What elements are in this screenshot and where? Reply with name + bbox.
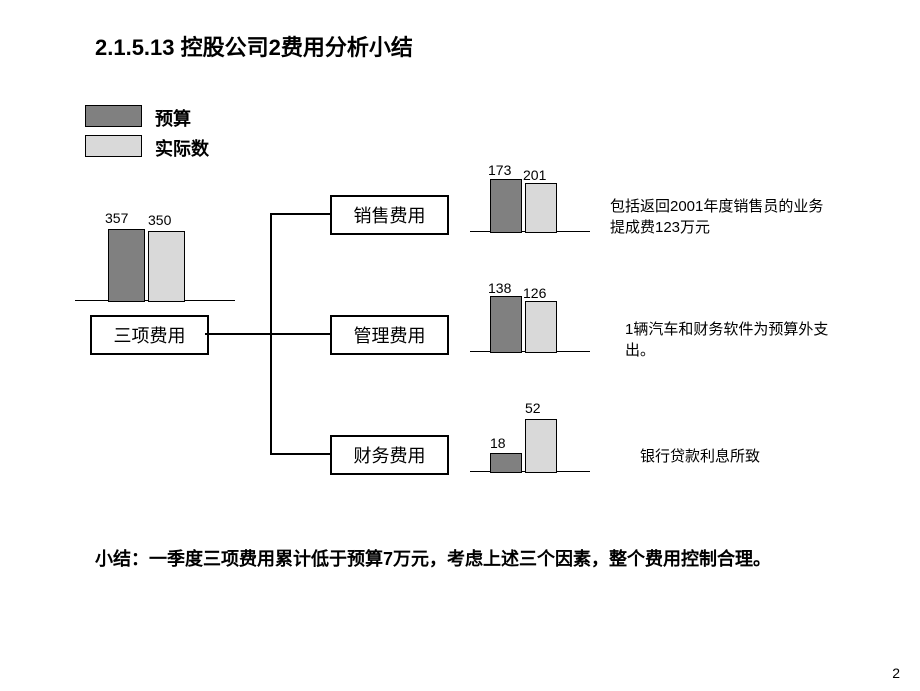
bar-value-label: 138	[488, 280, 511, 296]
bar-value-label: 173	[488, 162, 511, 178]
chart-bar	[490, 179, 522, 233]
bar-value-label: 357	[105, 210, 128, 226]
summary-text: 小结：一季度三项费用累计低于预算7万元，考虑上述三个因素，整个费用控制合理。	[95, 545, 771, 571]
legend-label-budget: 预算	[155, 105, 191, 131]
legend-label-actual: 实际数	[155, 135, 209, 161]
chart-bar	[525, 183, 557, 233]
legend-swatch-budget	[85, 105, 142, 127]
page-title: 2.1.5.13 控股公司2费用分析小结	[95, 30, 413, 62]
finance-note: 银行贷款利息所致	[640, 445, 860, 466]
sales-node-box: 销售费用	[330, 195, 449, 235]
finance-node-label: 财务费用	[354, 442, 426, 468]
chart-bar	[490, 453, 522, 473]
bar-value-label: 201	[523, 167, 546, 183]
chart-bar	[148, 231, 185, 302]
sales-note: 包括返回2001年度销售员的业务提成费123万元	[610, 195, 830, 237]
bar-value-label: 18	[490, 435, 506, 451]
chart-bar	[525, 419, 557, 473]
page-number: 2	[892, 665, 900, 681]
admin-node-label: 管理费用	[354, 322, 426, 348]
bar-value-label: 126	[523, 285, 546, 301]
chart-bar	[525, 301, 557, 353]
legend-swatch-actual	[85, 135, 142, 157]
admin-note: 1辆汽车和财务软件为预算外支出。	[625, 318, 845, 360]
admin-node-box: 管理费用	[330, 315, 449, 355]
bar-value-label: 52	[525, 400, 541, 416]
sales-node-label: 销售费用	[354, 202, 426, 228]
finance-node-box: 财务费用	[330, 435, 449, 475]
chart-bar	[490, 296, 522, 353]
root-node-label: 三项费用	[114, 322, 186, 348]
root-node-box: 三项费用	[90, 315, 209, 355]
bar-value-label: 350	[148, 212, 171, 228]
chart-bar	[108, 229, 145, 302]
